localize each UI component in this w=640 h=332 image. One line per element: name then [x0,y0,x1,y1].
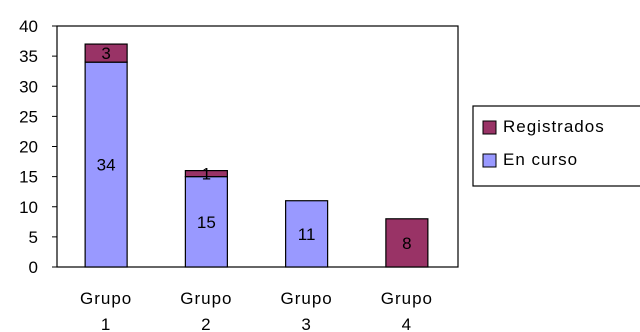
y-tick-label: 30 [19,77,38,96]
bar-segment-en-curso [84,61,128,268]
data-label: 8 [402,234,411,253]
x-category-label: Grupo 3 [281,289,333,332]
legend: Registrados En curso [472,105,640,187]
bar-segment-registrados [84,43,128,63]
x-category-label: Grupo 1 [80,289,132,332]
bar-segment-registrados [385,218,429,268]
y-tick-label: 20 [19,138,38,157]
plot-area: 0 5 10 15 20 25 30 35 40 34 3 Grupo 1 15 1 Grupo 2 11 Grup… [19,17,459,332]
bar-segment-registrados [184,170,228,178]
y-tick-label: 40 [19,17,38,36]
y-tick-label: 25 [19,107,38,126]
x-category-label: Grupo 4 [381,289,433,332]
legend-label: En curso [503,150,578,169]
data-label: 1 [202,165,211,184]
data-label: 15 [197,213,216,232]
y-tick-label: 15 [19,168,38,187]
legend-box [472,105,640,187]
y-tick-label: 5 [29,228,38,247]
legend-swatch [482,120,497,135]
bar-segment-en-curso [285,200,329,268]
legend-label: Registrados [503,117,605,136]
y-tick-label: 35 [19,47,38,66]
legend-swatch [482,153,497,168]
data-label: 3 [101,44,110,63]
x-category-label: Grupo 2 [180,289,232,332]
y-tick-label: 0 [29,258,38,277]
data-label: 11 [298,225,316,244]
data-label: 34 [97,156,116,175]
y-tick-label: 10 [19,198,38,217]
